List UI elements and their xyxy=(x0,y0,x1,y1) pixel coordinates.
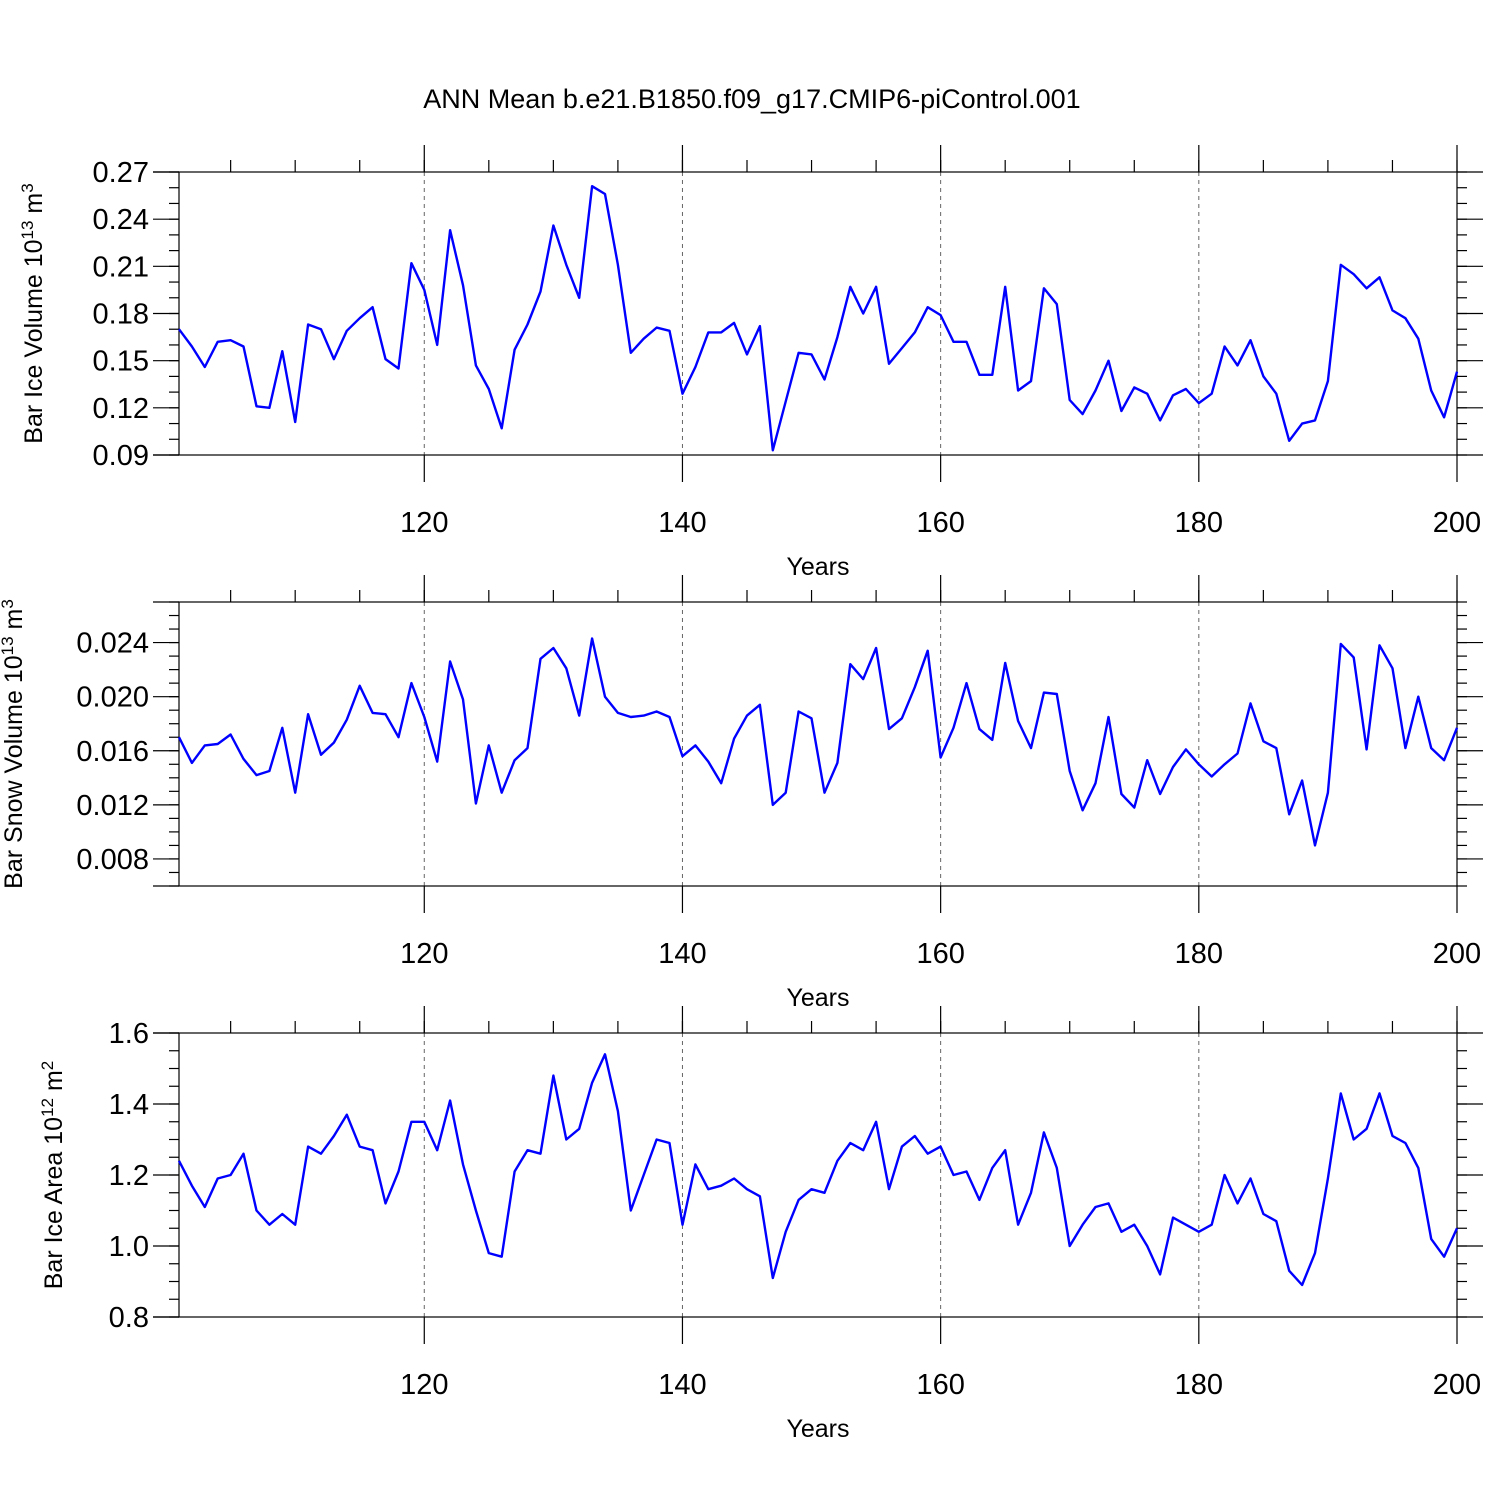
x-tick-label: 200 xyxy=(1433,1369,1481,1401)
y-tick-label: 0.24 xyxy=(93,204,149,236)
y-tick-label: 0.008 xyxy=(76,844,149,876)
y-axis-title-exponent: 13 xyxy=(0,636,17,655)
x-tick-label: 180 xyxy=(1175,938,1223,970)
y-tick-label: 0.15 xyxy=(93,346,149,378)
y-axis-title-exponent: 12 xyxy=(38,1098,57,1117)
y-tick-label: 0.12 xyxy=(93,393,149,425)
x-axis-title: Years xyxy=(786,984,849,1012)
y-tick-label: 0.8 xyxy=(109,1302,149,1334)
panel-ice-area: 0.8 1.0 1.2 1.4 1.6 120 140 160 180 200 Years Bar I… xyxy=(38,1006,1483,1443)
y-axis-title-unit-exponent: 3 xyxy=(18,183,37,192)
y-tick-label: 1.2 xyxy=(109,1160,149,1192)
y-axis-title: Bar Ice Area 1012 m2 xyxy=(38,1061,68,1290)
series-line-snow-volume xyxy=(177,637,1459,847)
y-tick-label: 0.09 xyxy=(93,440,149,472)
y-tick-label: 0.020 xyxy=(76,682,149,714)
y-axis-title-text: Bar Snow Volume 10 xyxy=(0,655,28,888)
x-tick-label: 160 xyxy=(916,938,964,970)
y-axis-title-unit-exponent: 2 xyxy=(38,1061,57,1070)
y-axis-title-unit: m xyxy=(0,609,28,637)
y-axis-title-unit: m xyxy=(20,193,48,221)
y-tick-label: 0.27 xyxy=(93,157,149,189)
y-axis-title-text: Bar Ice Volume 10 xyxy=(20,239,48,443)
x-tick-label: 140 xyxy=(658,938,706,970)
x-tick-label: 120 xyxy=(400,938,448,970)
y-tick-label: 0.016 xyxy=(76,736,149,768)
y-axis-title: Bar Snow Volume 1013 m3 xyxy=(0,599,28,889)
y-axis-title: Bar Ice Volume 1013 m3 xyxy=(18,183,48,443)
x-tick-label: 120 xyxy=(400,507,448,539)
y-axis-title-text: Bar Ice Area 10 xyxy=(40,1117,68,1289)
series-line-ice-area xyxy=(177,1053,1459,1287)
y-tick-label: 0.024 xyxy=(76,628,149,660)
y-tick-label: 0.012 xyxy=(76,790,149,822)
x-tick-label: 200 xyxy=(1433,507,1481,539)
plot-frame xyxy=(178,171,1458,456)
chart-title: ANN Mean b.e21.B1850.f09_g17.CMIP6-piCon… xyxy=(423,84,1080,114)
x-tick-label: 200 xyxy=(1433,938,1481,970)
series-line-ice-volume xyxy=(178,184,1459,452)
y-tick-label: 0.21 xyxy=(93,251,149,283)
plot-frame xyxy=(178,601,1458,887)
plot-frame xyxy=(178,1032,1458,1318)
y-tick-label: 1.6 xyxy=(109,1018,149,1050)
x-axis-title: Years xyxy=(786,1415,849,1443)
x-tick-label: 180 xyxy=(1175,1369,1223,1401)
x-axis-title: Years xyxy=(786,553,849,581)
panel-snow-volume: 0.008 0.012 0.016 0.020 0.024 120 140 160 180 200… xyxy=(0,575,1483,1012)
x-tick-label: 180 xyxy=(1175,507,1223,539)
y-tick-label: 0.18 xyxy=(93,299,149,331)
y-tick-label: 1.4 xyxy=(109,1089,149,1121)
y-axis-title-unit: m xyxy=(40,1070,68,1098)
y-tick-label: 1.0 xyxy=(109,1231,149,1263)
y-axis-title-exponent: 13 xyxy=(18,221,37,240)
x-tick-label: 160 xyxy=(916,1369,964,1401)
panel-ice-volume: 0.09 0.12 0.15 0.18 0.21 0.24 0.27 120 140 160 180… xyxy=(18,145,1483,581)
x-tick-label: 140 xyxy=(658,507,706,539)
y-axis-title-unit-exponent: 3 xyxy=(0,599,17,608)
x-tick-label: 140 xyxy=(658,1369,706,1401)
x-tick-label: 120 xyxy=(400,1369,448,1401)
x-tick-label: 160 xyxy=(916,507,964,539)
